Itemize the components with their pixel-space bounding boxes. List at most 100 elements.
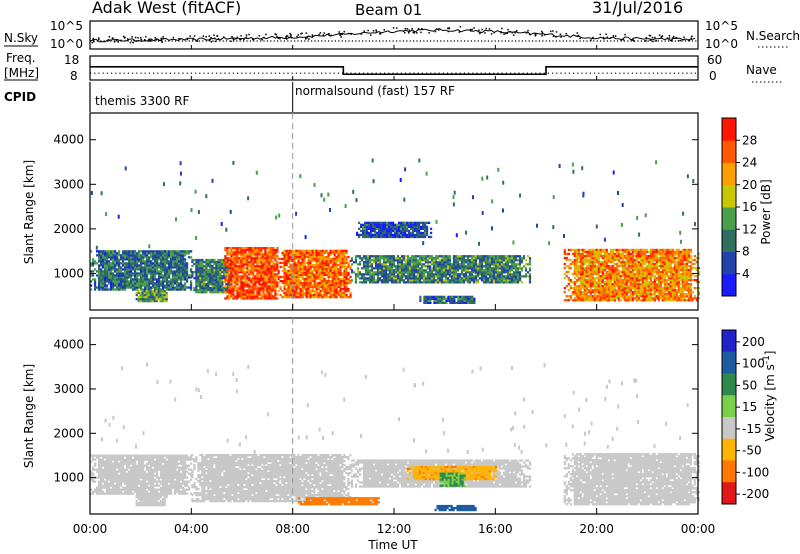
heat-cell — [442, 265, 446, 268]
heat-cell — [599, 283, 602, 286]
heat-cell — [199, 285, 202, 288]
heat-cell — [386, 221, 389, 224]
heat-cell — [213, 273, 216, 276]
heat-cell — [293, 269, 296, 273]
heat-cell — [186, 280, 189, 283]
heat-cell — [234, 287, 237, 290]
heat-cell — [573, 258, 576, 262]
heat-cell — [281, 253, 284, 256]
heat-cell — [238, 261, 241, 264]
heat-cell — [579, 260, 582, 264]
heat-cell — [512, 263, 516, 266]
heat-cell — [372, 275, 376, 278]
noise-sample — [552, 35, 555, 37]
heat-cell — [190, 276, 193, 279]
heat-cell — [400, 221, 403, 224]
heat-cell — [617, 295, 620, 298]
heat-cell — [303, 273, 306, 277]
heat-cell — [581, 293, 584, 296]
heat-cell — [468, 277, 472, 280]
heat-cell — [140, 280, 143, 283]
heat-cell — [514, 255, 518, 258]
heat-cell — [307, 277, 310, 281]
heat-cell — [605, 260, 608, 264]
heat-cell — [329, 273, 332, 277]
heat-cell — [309, 249, 312, 252]
heat-cell — [573, 291, 576, 294]
heat-cell — [226, 295, 229, 298]
heat-cell — [518, 267, 522, 270]
heat-cell — [309, 253, 312, 256]
heat-cell — [462, 259, 466, 262]
heat-cell — [514, 265, 518, 268]
heat-cell — [160, 270, 163, 273]
heat-cell — [228, 271, 231, 274]
heat-cell — [370, 263, 374, 266]
noise-sample — [208, 35, 210, 37]
noise-sample — [189, 35, 191, 37]
heat-cell — [424, 281, 428, 284]
heat-cell — [305, 253, 308, 256]
heat-cell — [492, 275, 496, 278]
heat-cell — [266, 293, 269, 296]
heat-cell — [199, 281, 202, 284]
heat-cell — [345, 277, 348, 281]
noise-sample — [196, 40, 199, 42]
heat-cell — [603, 260, 606, 264]
heat-cell — [195, 268, 198, 272]
heat-cell — [412, 231, 415, 235]
heat-cell — [154, 260, 157, 263]
heat-cell — [301, 293, 304, 297]
heat-cell — [197, 277, 200, 280]
heat-cell — [106, 272, 109, 275]
heat-cell — [283, 271, 286, 275]
heat-cell — [221, 260, 224, 264]
heat-cell — [130, 250, 133, 253]
heat-cell — [134, 258, 137, 261]
heat-cell — [406, 227, 409, 230]
heat-cell — [102, 252, 105, 255]
heat-cell — [599, 293, 602, 296]
heat-cell — [319, 267, 322, 271]
heat-cell — [90, 288, 93, 291]
heat-cell — [211, 258, 214, 262]
noise-sample — [479, 31, 482, 34]
heat-cell — [460, 263, 464, 266]
heat-cell — [354, 277, 358, 280]
heat-cell — [112, 276, 115, 279]
heat-cell — [234, 253, 237, 256]
heat-cell — [418, 225, 421, 228]
heat-cell — [466, 257, 470, 260]
heat-cell — [219, 291, 222, 294]
heat-cell — [418, 255, 422, 258]
heat-cell — [422, 269, 426, 272]
heat-cell — [347, 261, 350, 265]
heat-cell — [319, 281, 322, 285]
heat-cell — [252, 289, 255, 292]
heat-cell — [321, 261, 324, 265]
heat-cell — [94, 278, 97, 281]
heat-cell — [414, 227, 417, 230]
heat-cell — [615, 252, 618, 256]
heat-cell — [236, 293, 239, 296]
heat-cell — [462, 275, 466, 278]
heat-cell — [400, 223, 403, 226]
heat-cell — [199, 291, 202, 294]
heat-cell — [244, 285, 247, 288]
heat-cell — [184, 260, 187, 263]
heat-cell — [215, 287, 218, 290]
noise-sample — [675, 36, 678, 39]
heat-cell — [474, 265, 478, 268]
heat-cell — [593, 272, 596, 276]
heat-cell — [174, 288, 177, 291]
heat-cell — [575, 266, 578, 270]
heat-cell — [339, 289, 342, 293]
heat-cell — [398, 269, 402, 272]
heat-cell — [287, 275, 290, 279]
heat-cell — [236, 251, 239, 254]
heat-cell — [112, 252, 115, 255]
noise-sample — [417, 28, 420, 30]
heat-cell — [390, 259, 394, 262]
heat-cell — [234, 265, 237, 268]
heat-cell — [343, 281, 346, 285]
